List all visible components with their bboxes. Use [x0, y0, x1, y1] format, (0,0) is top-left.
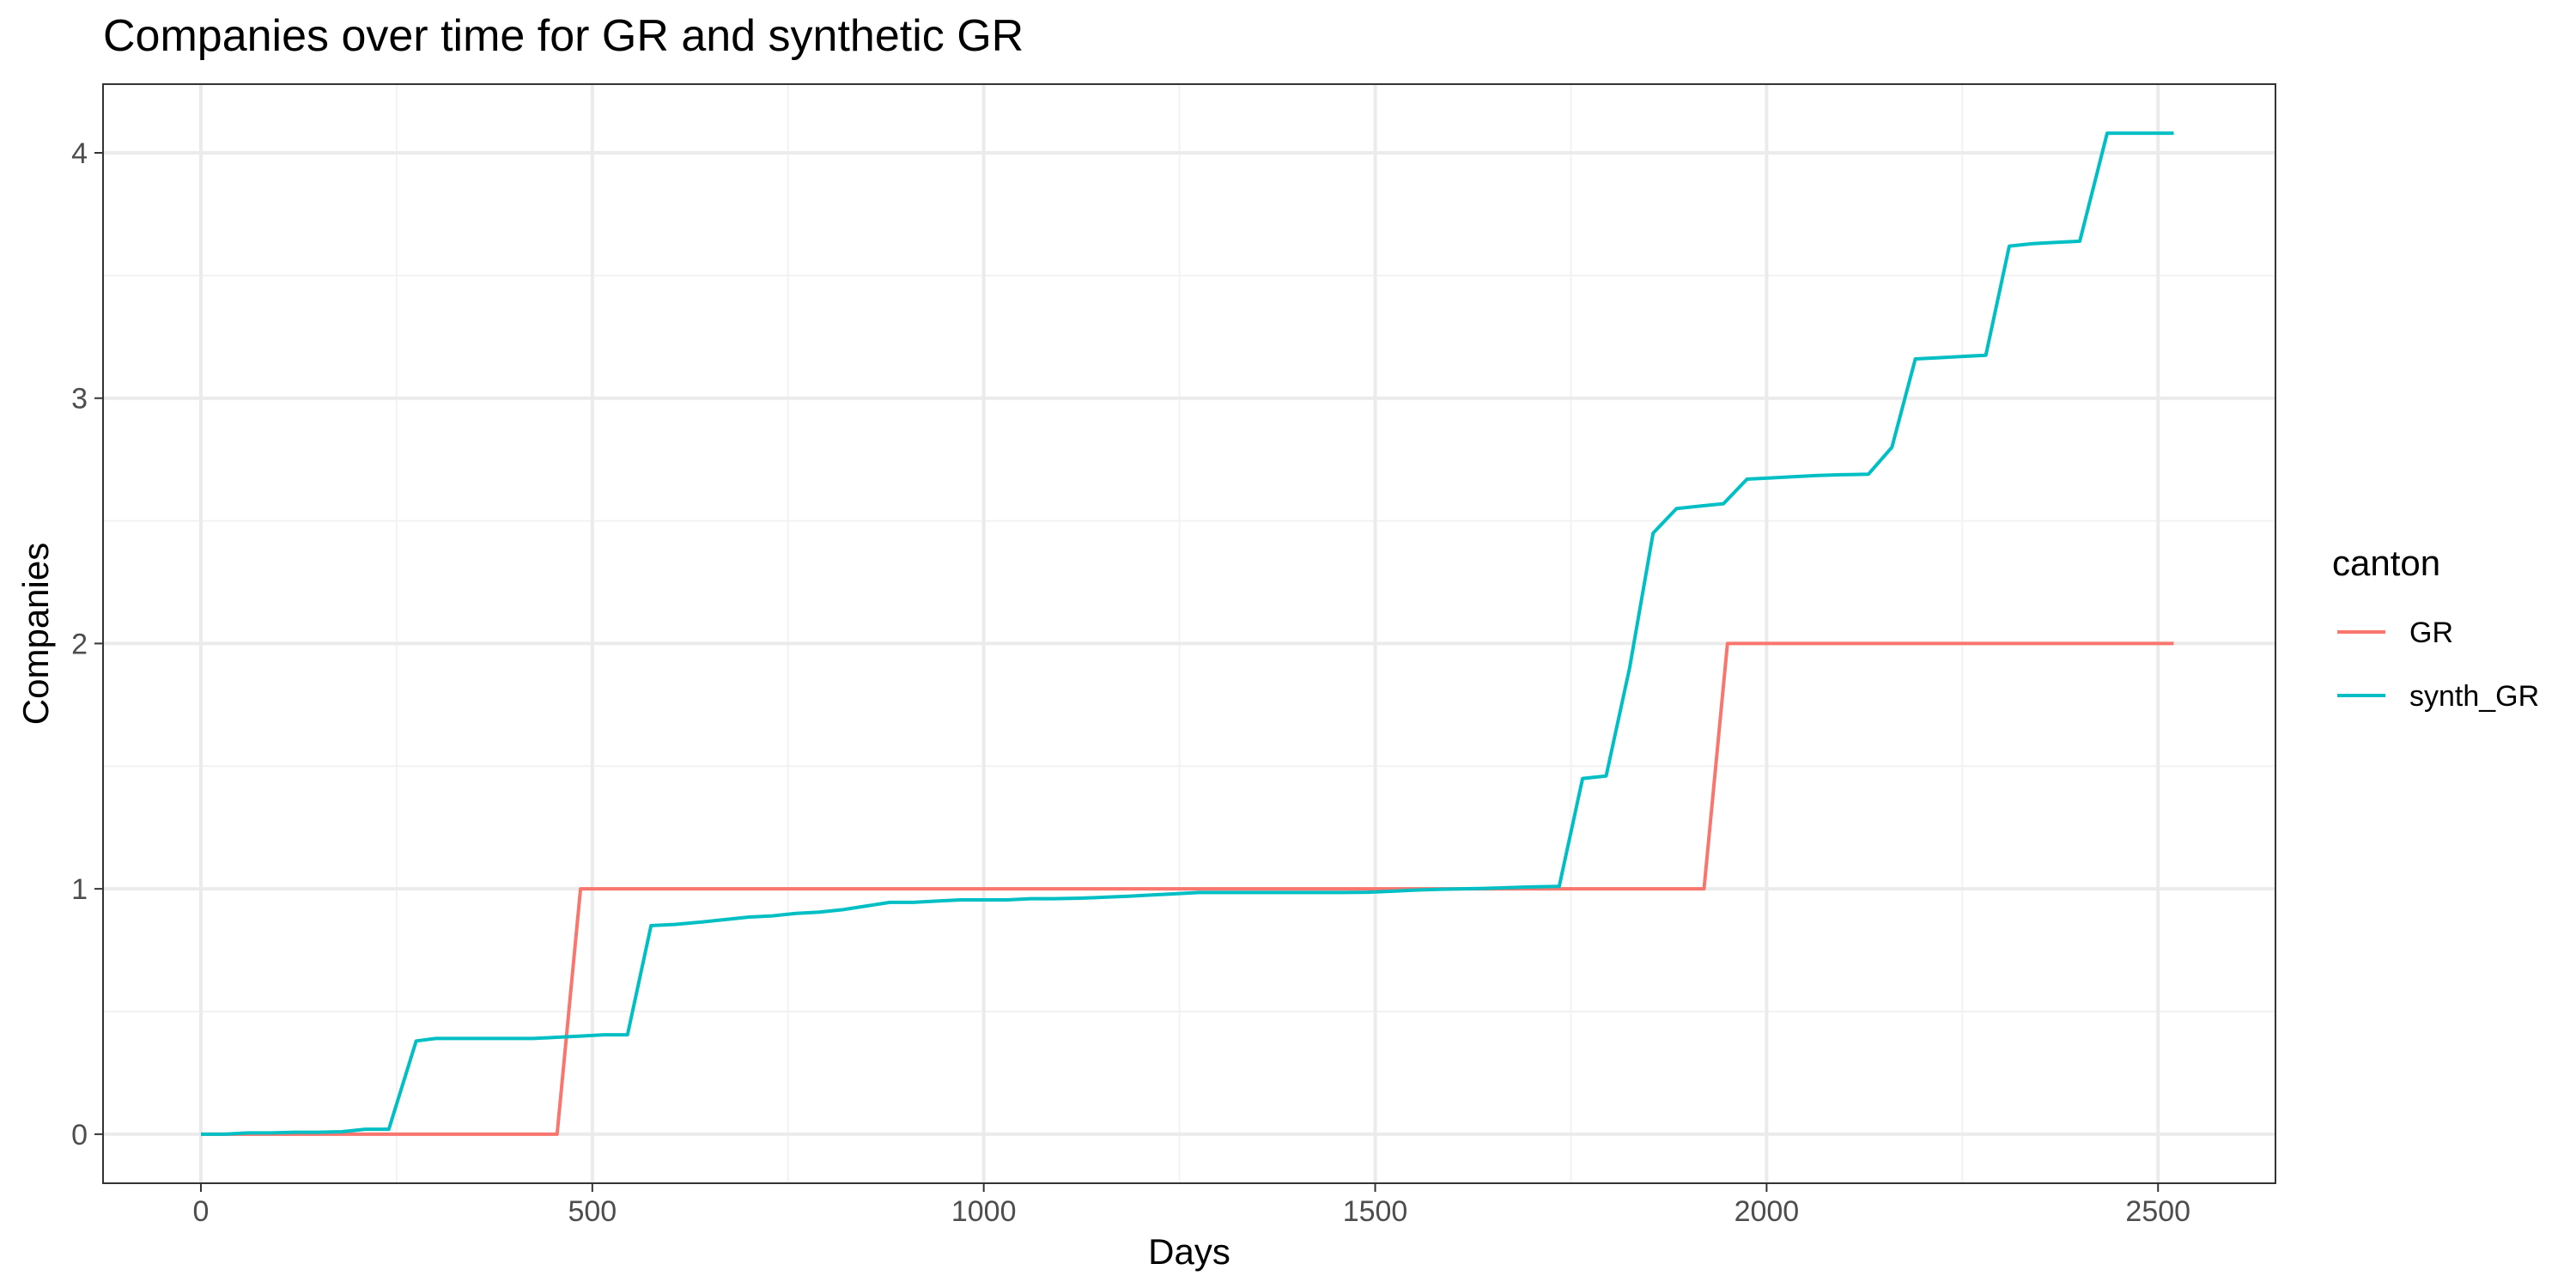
- legend-label: synth_GR: [2409, 680, 2539, 713]
- x-tick-label: 2500: [2125, 1195, 2190, 1228]
- x-tick-label: 500: [568, 1195, 617, 1228]
- x-tick-label: 1500: [1343, 1195, 1408, 1228]
- y-tick-label: 2: [71, 628, 88, 660]
- y-tick-label: 3: [71, 383, 88, 416]
- y-tick-label: 4: [71, 137, 88, 170]
- x-tick-label: 0: [193, 1195, 210, 1228]
- plot-panel-border: [102, 83, 2276, 1184]
- y-axis: 0 1 2 3 4: [71, 137, 103, 1151]
- y-axis-title: Companies: [15, 543, 56, 725]
- y-tick-label: 0: [71, 1119, 88, 1151]
- legend: canton GR synth_GR: [2332, 543, 2539, 713]
- x-tick-label: 1000: [951, 1195, 1017, 1228]
- legend-label: GR: [2409, 617, 2453, 649]
- x-axis-title: Days: [1148, 1231, 1230, 1272]
- x-axis: 0 500 1000 1500 2000 2500: [193, 1183, 2190, 1228]
- x-tick-label: 2000: [1735, 1195, 1800, 1228]
- series-line-synth-gr: [201, 131, 2174, 1136]
- legend-title: canton: [2332, 543, 2440, 583]
- series-lines: [201, 131, 2174, 1136]
- chart-title: Companies over time for GR and synthetic…: [103, 11, 1024, 61]
- series-line-gr: [201, 641, 2174, 1136]
- major-gridlines: [103, 84, 2275, 1183]
- y-tick-label: 1: [71, 873, 88, 906]
- minor-gridlines: [103, 84, 2275, 1183]
